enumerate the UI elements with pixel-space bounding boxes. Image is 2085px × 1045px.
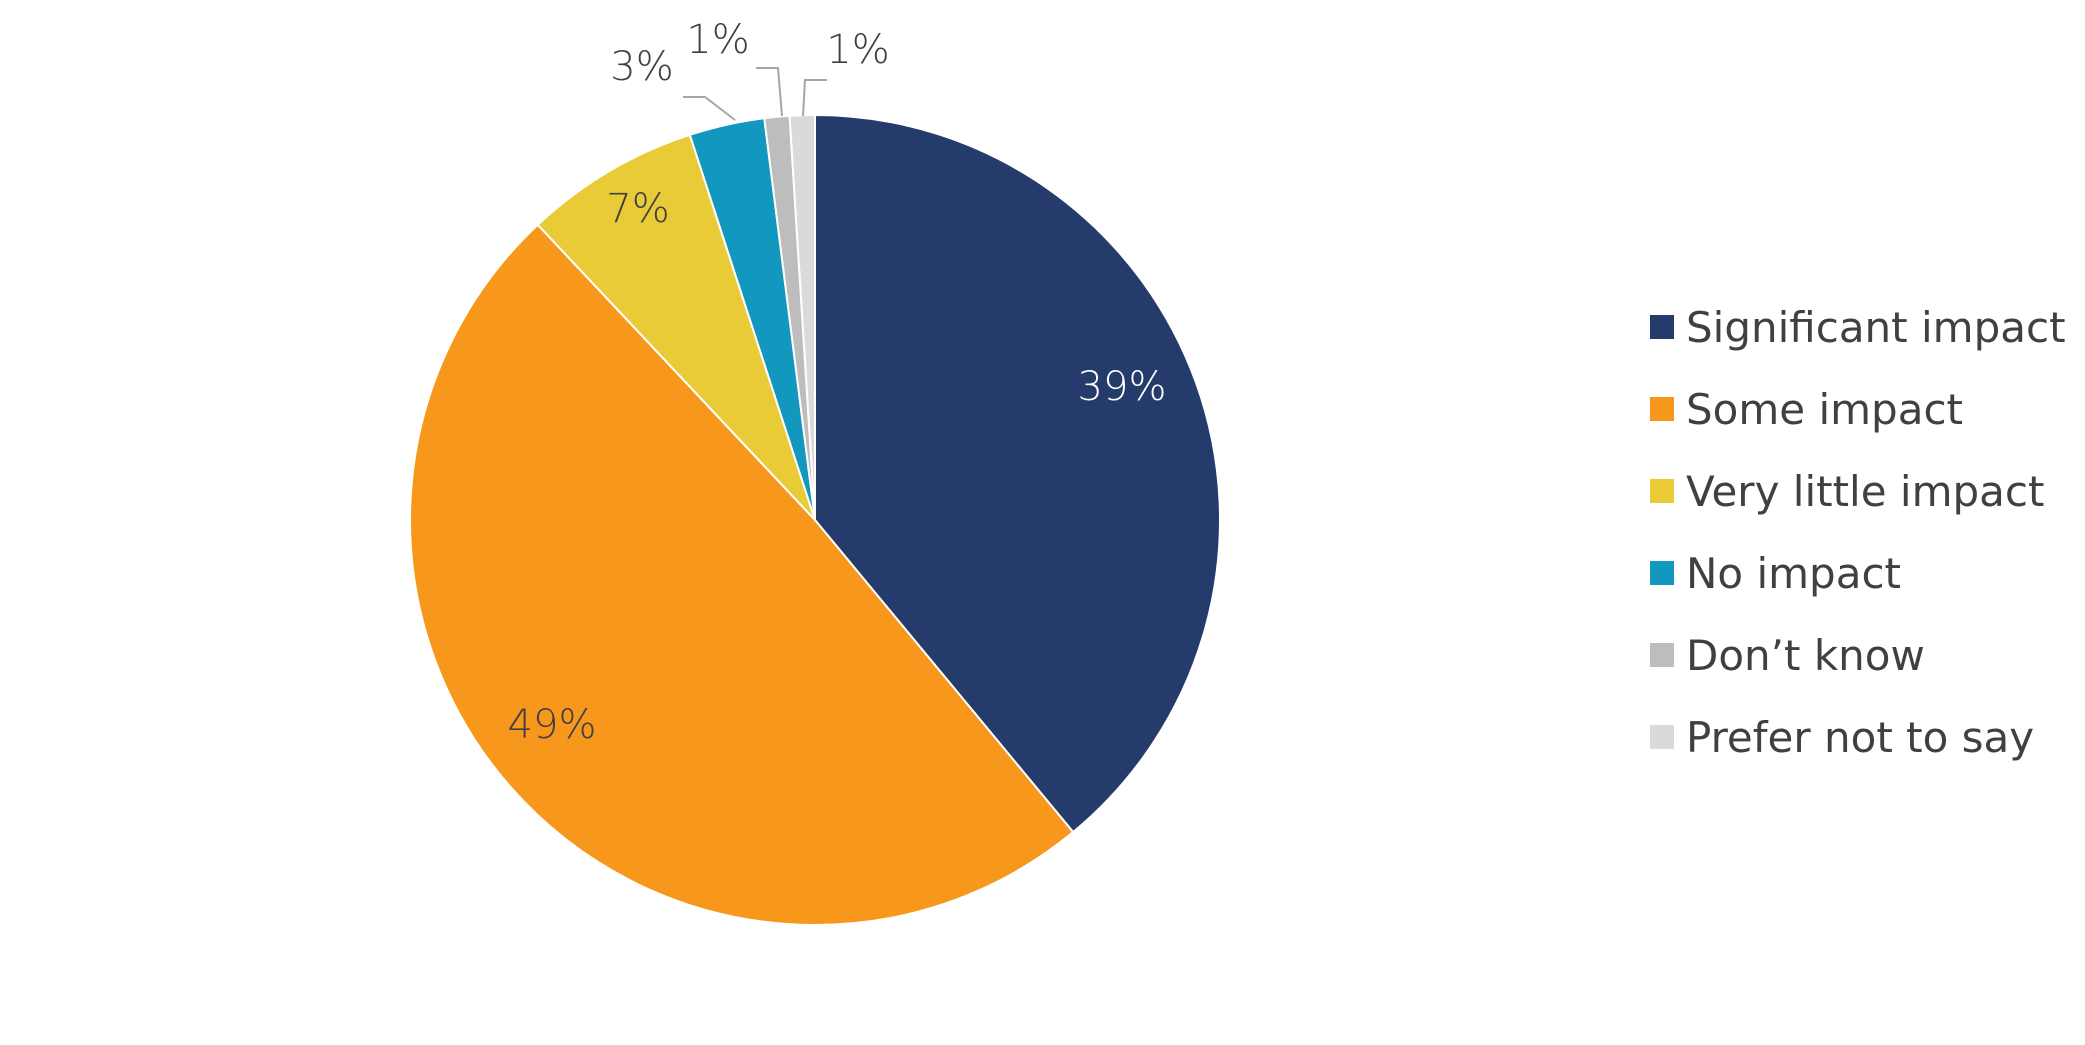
legend-label-prefer-not-to-say: Prefer not to say	[1686, 712, 2035, 762]
chart-legend: Significant impact Some impact Very little…	[1650, 286, 2066, 778]
legend-item-some-impact: Some impact	[1650, 368, 2066, 450]
leader-line-no-impact	[683, 96, 736, 121]
data-label-no-impact: 3%	[610, 44, 673, 90]
leader-lines	[683, 67, 827, 121]
legend-label-significant-impact: Significant impact	[1686, 302, 2066, 352]
data-labels: 39% 49% 7% 3% 1% 1%	[508, 17, 1167, 748]
legend-label-some-impact: Some impact	[1686, 384, 1963, 434]
legend-item-no-impact: No impact	[1650, 532, 2066, 614]
legend-swatch-very-little-impact	[1650, 479, 1674, 503]
data-label-very-little-impact: 7%	[606, 186, 669, 232]
legend-item-prefer-not-to-say: Prefer not to say	[1650, 696, 2066, 778]
legend-label-no-impact: No impact	[1686, 548, 1902, 598]
data-label-prefer-not-to-say: 1%	[826, 27, 889, 73]
legend-label-very-little-impact: Very little impact	[1686, 466, 2045, 516]
legend-swatch-significant-impact	[1650, 315, 1674, 339]
legend-label-don-t-know: Don’t know	[1686, 630, 1925, 680]
pie-slice-very-little-impact	[536, 133, 816, 521]
data-label-some-impact: 49%	[508, 702, 597, 748]
leader-line-don-t-know	[756, 67, 783, 117]
legend-item-significant-impact: Significant impact	[1650, 286, 2066, 368]
legend-swatch-some-impact	[1650, 397, 1674, 421]
data-label-significant-impact: 39%	[1078, 364, 1167, 410]
legend-item-very-little-impact: Very little impact	[1650, 450, 2066, 532]
legend-item-don-t-know: Don’t know	[1650, 614, 2066, 696]
data-label-don-t-know: 1%	[686, 17, 749, 63]
legend-swatch-prefer-not-to-say	[1650, 725, 1674, 749]
legend-swatch-don-t-know	[1650, 643, 1674, 667]
pie-slice-significant-impact	[814, 113, 1221, 834]
leader-line-prefer-not-to-say	[802, 79, 827, 117]
legend-swatch-no-impact	[1650, 561, 1674, 585]
pie-slice-some-impact	[408, 223, 1075, 927]
pie-slices	[408, 113, 1221, 927]
